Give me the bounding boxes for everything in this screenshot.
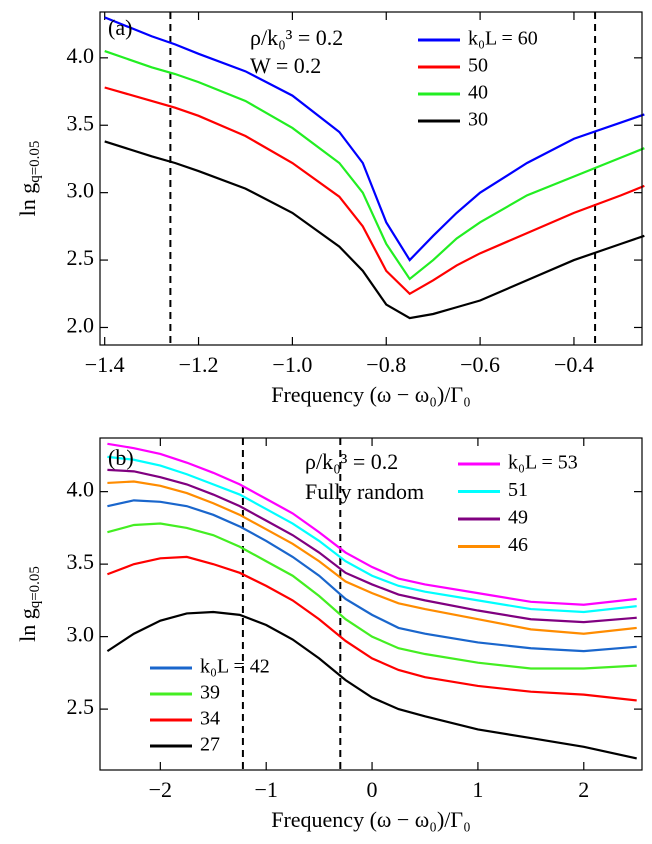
data-line xyxy=(107,480,637,635)
y-tick-label: 2.5 xyxy=(67,694,95,719)
legend-label: 34 xyxy=(200,708,220,730)
legend-label: 50 xyxy=(468,55,488,77)
data-line xyxy=(106,610,637,760)
annotation: W = 0.2 xyxy=(250,53,321,78)
legend-label: 30 xyxy=(468,109,488,131)
x-tick-label: −1.0 xyxy=(272,352,312,377)
data-line xyxy=(107,555,637,702)
plot-area xyxy=(169,12,597,345)
data-line xyxy=(104,16,645,262)
y-axis-label: ln gq=0.05 xyxy=(15,141,43,217)
y-tick-label: 3.0 xyxy=(67,178,95,203)
legend-label: 51 xyxy=(508,479,528,501)
legend-label: k₀L = 53 xyxy=(508,452,578,474)
x-tick-label: −1.2 xyxy=(179,352,219,377)
panel-label: (b) xyxy=(108,445,134,470)
x-tick-label: −0.4 xyxy=(554,352,594,377)
legend-label: 46 xyxy=(508,534,528,556)
x-tick-label: −1 xyxy=(254,777,277,802)
data-line xyxy=(104,140,645,320)
x-tick-label: −0.6 xyxy=(460,352,500,377)
data-line xyxy=(107,522,637,670)
legend-label: k₀L = 42 xyxy=(200,656,270,678)
annotation: ρ/k₀³ = 0.2 xyxy=(305,449,398,474)
plot-frame xyxy=(99,11,643,346)
data-line xyxy=(104,50,645,281)
plot-frame xyxy=(99,437,643,771)
data-line xyxy=(104,86,645,296)
x-tick-label: −1.4 xyxy=(85,352,125,377)
x-axis-label: Frequency (ω − ω₀)/Γ₀ xyxy=(271,382,471,407)
data-line xyxy=(107,442,637,606)
data-line xyxy=(107,455,637,614)
y-tick-label: 4.0 xyxy=(67,477,95,502)
y-tick-label: 3.5 xyxy=(67,549,95,574)
y-axis-label: ln gq=0.05 xyxy=(15,566,43,642)
data-line xyxy=(107,499,637,653)
y-tick-label: 2.0 xyxy=(67,313,95,338)
y-tick-label: 3.0 xyxy=(67,622,95,647)
panel-label: (a) xyxy=(108,15,132,40)
legend-label: 39 xyxy=(200,682,220,704)
y-tick-label: 4.0 xyxy=(67,43,95,68)
x-tick-label: 0 xyxy=(367,777,378,802)
x-tick-label: 1 xyxy=(472,777,483,802)
plot-area xyxy=(241,438,342,770)
y-axis-label-main: ln g xyxy=(15,183,40,217)
x-axis-label: Frequency (ω − ω₀)/Γ₀ xyxy=(271,807,471,832)
x-tick-label: 2 xyxy=(578,777,589,802)
legend-label: k₀L = 60 xyxy=(468,28,538,50)
annotation: Fully random xyxy=(305,479,424,504)
legend-label: 40 xyxy=(468,82,488,104)
y-axis-label-sub: q=0.05 xyxy=(27,141,43,183)
y-axis-label-main: ln g xyxy=(15,608,40,642)
y-tick-label: 2.5 xyxy=(67,245,95,270)
annotation: ρ/k₀³ = 0.2 xyxy=(250,25,343,50)
legend-label: 49 xyxy=(508,507,528,529)
x-tick-label: −0.8 xyxy=(366,352,406,377)
x-tick-label: −2 xyxy=(149,777,172,802)
data-line xyxy=(107,468,637,624)
y-axis-label-sub: q=0.05 xyxy=(27,566,43,608)
legend-label: 27 xyxy=(200,734,220,756)
y-tick-label: 3.5 xyxy=(67,110,95,135)
